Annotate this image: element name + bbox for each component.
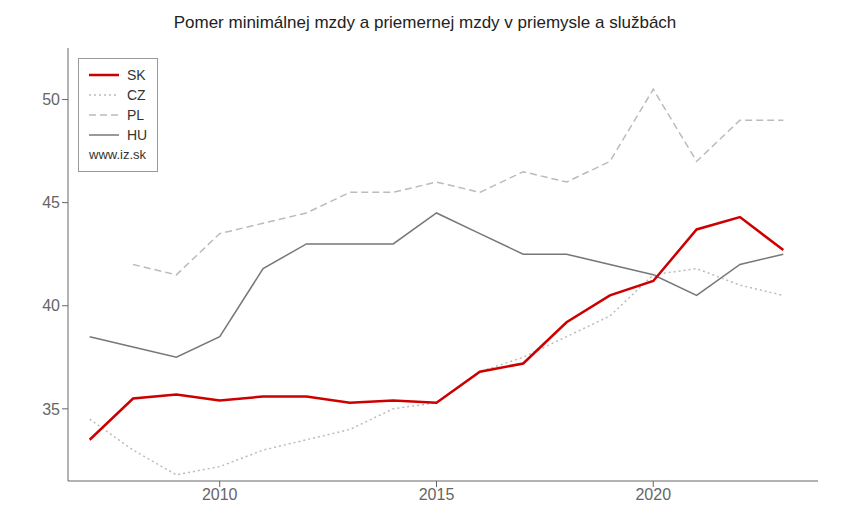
html-text:SK: SK (127, 67, 146, 83)
svg-text:40: 40 (42, 297, 60, 314)
svg-text:2020: 2020 (635, 486, 671, 503)
svg-text:45: 45 (42, 194, 60, 211)
html-text:HU: HU (127, 127, 148, 143)
html-text:www.iz.sk: www.iz.sk (89, 147, 147, 162)
html-text:PL: PL (127, 107, 145, 123)
svg-text:50: 50 (42, 91, 60, 108)
html-text:CZ: CZ (127, 87, 146, 103)
svg-text:2015: 2015 (419, 486, 455, 503)
html-text:Pomer minimálnej mzdy a prieme: Pomer minimálnej mzdy a priemernej mzdy … (173, 13, 677, 32)
svg-text:2010: 2010 (202, 486, 238, 503)
svg-text:35: 35 (42, 401, 60, 418)
